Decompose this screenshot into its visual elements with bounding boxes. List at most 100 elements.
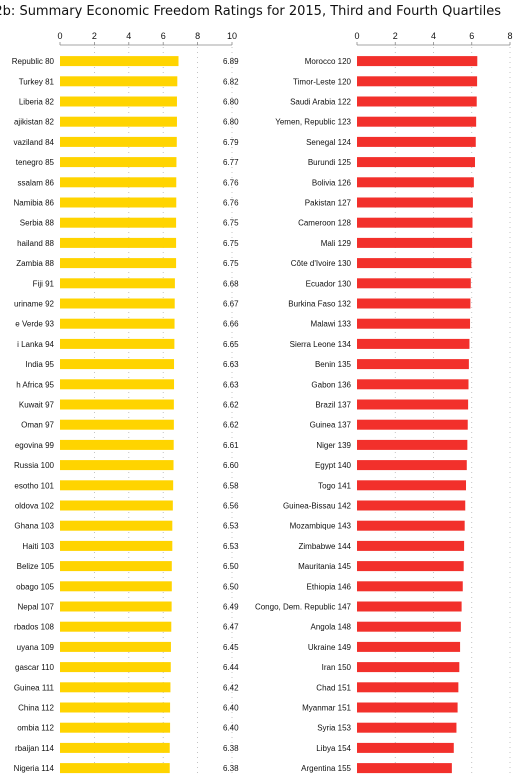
q4-bar	[357, 116, 477, 127]
q4-category-label: Mauritania 145	[298, 562, 351, 571]
q3-value-label: 6.82	[223, 77, 239, 86]
q3-bar	[60, 318, 175, 329]
q3-value-label: 6.44	[223, 663, 239, 672]
q3-bar	[60, 258, 177, 269]
q3-value-label: 6.53	[223, 542, 239, 551]
q3-category-label: rbados 108	[14, 623, 55, 632]
q3-category-label: hailand 88	[17, 239, 54, 248]
q4-category-label: Niger 139	[316, 441, 351, 450]
q4-bar	[357, 338, 470, 349]
q3-bar	[60, 76, 178, 87]
q3-tick-label: 10	[227, 31, 237, 41]
q3-category-label: tenegro 85	[16, 158, 55, 167]
q3-bar	[60, 439, 174, 450]
q3-bar	[60, 177, 177, 188]
q3-category-label: uyana 109	[17, 643, 55, 652]
q3-category-label: Oman 97	[21, 421, 54, 430]
q4-bar	[357, 702, 458, 713]
q4-bar	[357, 136, 476, 147]
q4-bar	[357, 157, 476, 168]
q3-bar	[60, 682, 171, 693]
q3-category-label: oldova 102	[15, 502, 55, 511]
q3-category-label: ajikistan 82	[14, 118, 55, 127]
q3-value-label: 6.60	[223, 461, 239, 470]
q3-bar	[60, 742, 170, 753]
q4-bar	[357, 641, 461, 652]
q4-category-label: Chad 151	[316, 683, 351, 692]
q3-value-label: 6.75	[223, 239, 239, 248]
q4-tick-label: 4	[431, 31, 436, 41]
q3-bar	[60, 641, 171, 652]
q4-bar	[357, 258, 472, 269]
q3-bar	[60, 298, 175, 309]
q3-value-label: 6.61	[223, 441, 239, 450]
q3-value-label: 6.47	[223, 623, 239, 632]
q4-bar	[357, 318, 471, 329]
q4-category-label: Bolivia 126	[312, 178, 352, 187]
q4-bar	[357, 500, 466, 511]
q4-category-label: Cameroon 128	[298, 219, 351, 228]
q4-bar	[357, 197, 473, 208]
q4-category-label: Iran 150	[322, 663, 352, 672]
q4-bar	[357, 439, 468, 450]
q3-value-label: 6.66	[223, 320, 239, 329]
q4-category-label: Burundi 125	[308, 158, 352, 167]
q3-value-label: 6.58	[223, 481, 239, 490]
q4-bar	[357, 359, 469, 370]
q3-category-label: ombia 112	[17, 724, 54, 733]
q4-category-label: Angola 148	[311, 623, 352, 632]
q3-bar	[60, 379, 175, 390]
q4-category-label: Egypt 140	[315, 461, 352, 470]
q4-category-label: Benin 135	[315, 360, 352, 369]
q4-bar	[357, 237, 473, 248]
q3-category-label: ssalam 86	[18, 178, 55, 187]
q4-tick-label: 0	[354, 31, 359, 41]
q3-bar	[60, 278, 175, 289]
q4-category-label: Gabon 136	[311, 380, 351, 389]
q3-category-label: gascar 110	[15, 663, 55, 672]
q4-tick-label: 6	[469, 31, 474, 41]
q4-category-label: Malawi 133	[311, 320, 352, 329]
q4-category-label: Côte d'Ivoire 130	[291, 259, 352, 268]
q3-value-label: 6.62	[223, 421, 239, 430]
q3-value-label: 6.38	[223, 744, 239, 753]
q4-category-label: Pakistan 127	[305, 199, 352, 208]
q3-value-label: 6.40	[223, 724, 239, 733]
q3-value-label: 6.50	[223, 582, 239, 591]
q3-value-label: 6.40	[223, 704, 239, 713]
q3-bar	[60, 56, 179, 67]
q3-category-label: e Verde 93	[15, 320, 54, 329]
q3-bar	[60, 662, 171, 673]
q4-bar	[357, 763, 452, 774]
q3-category-label: esotho 101	[14, 481, 54, 490]
chart-title: 1.2b: Summary Economic Freedom Ratings f…	[0, 4, 501, 19]
q3-category-label: Turkey 81	[19, 77, 55, 86]
q3-category-label: Kuwait 97	[19, 401, 55, 410]
q3-value-label: 6.75	[223, 219, 239, 228]
q4-category-label: Guinea-Bissau 142	[283, 502, 352, 511]
q3-category-label: Serbia 88	[20, 219, 55, 228]
q3-category-label: Belize 105	[17, 562, 55, 571]
q3-category-label: Fiji 91	[33, 279, 55, 288]
q4-category-label: Timor-Leste 120	[293, 77, 352, 86]
q4-bar	[357, 742, 454, 753]
q3-value-label: 6.89	[223, 57, 239, 66]
q4-bar	[357, 177, 474, 188]
q3-bar	[60, 399, 174, 410]
q4-category-label: Zimbabwe 144	[299, 542, 352, 551]
q3-value-label: 6.53	[223, 522, 239, 531]
q4-bar	[357, 419, 468, 430]
q3-tick-label: 0	[57, 31, 62, 41]
q4-tick-label: 2	[393, 31, 398, 41]
q3-value-label: 6.68	[223, 279, 239, 288]
q4-category-label: Saudi Arabia 122	[290, 98, 351, 107]
q3-bar	[60, 359, 175, 370]
q3-tick-label: 2	[92, 31, 97, 41]
q4-bar	[357, 460, 467, 471]
q3-category-label: vaziland 84	[14, 138, 55, 147]
q3-bar	[60, 116, 177, 127]
q4-category-label: Myanmar 151	[302, 704, 351, 713]
q3-category-label: Nigeria 114	[14, 764, 55, 773]
q4-category-label: Burkina Faso 132	[288, 300, 351, 309]
q4-category-label: Congo, Dem. Republic 147	[255, 603, 352, 612]
